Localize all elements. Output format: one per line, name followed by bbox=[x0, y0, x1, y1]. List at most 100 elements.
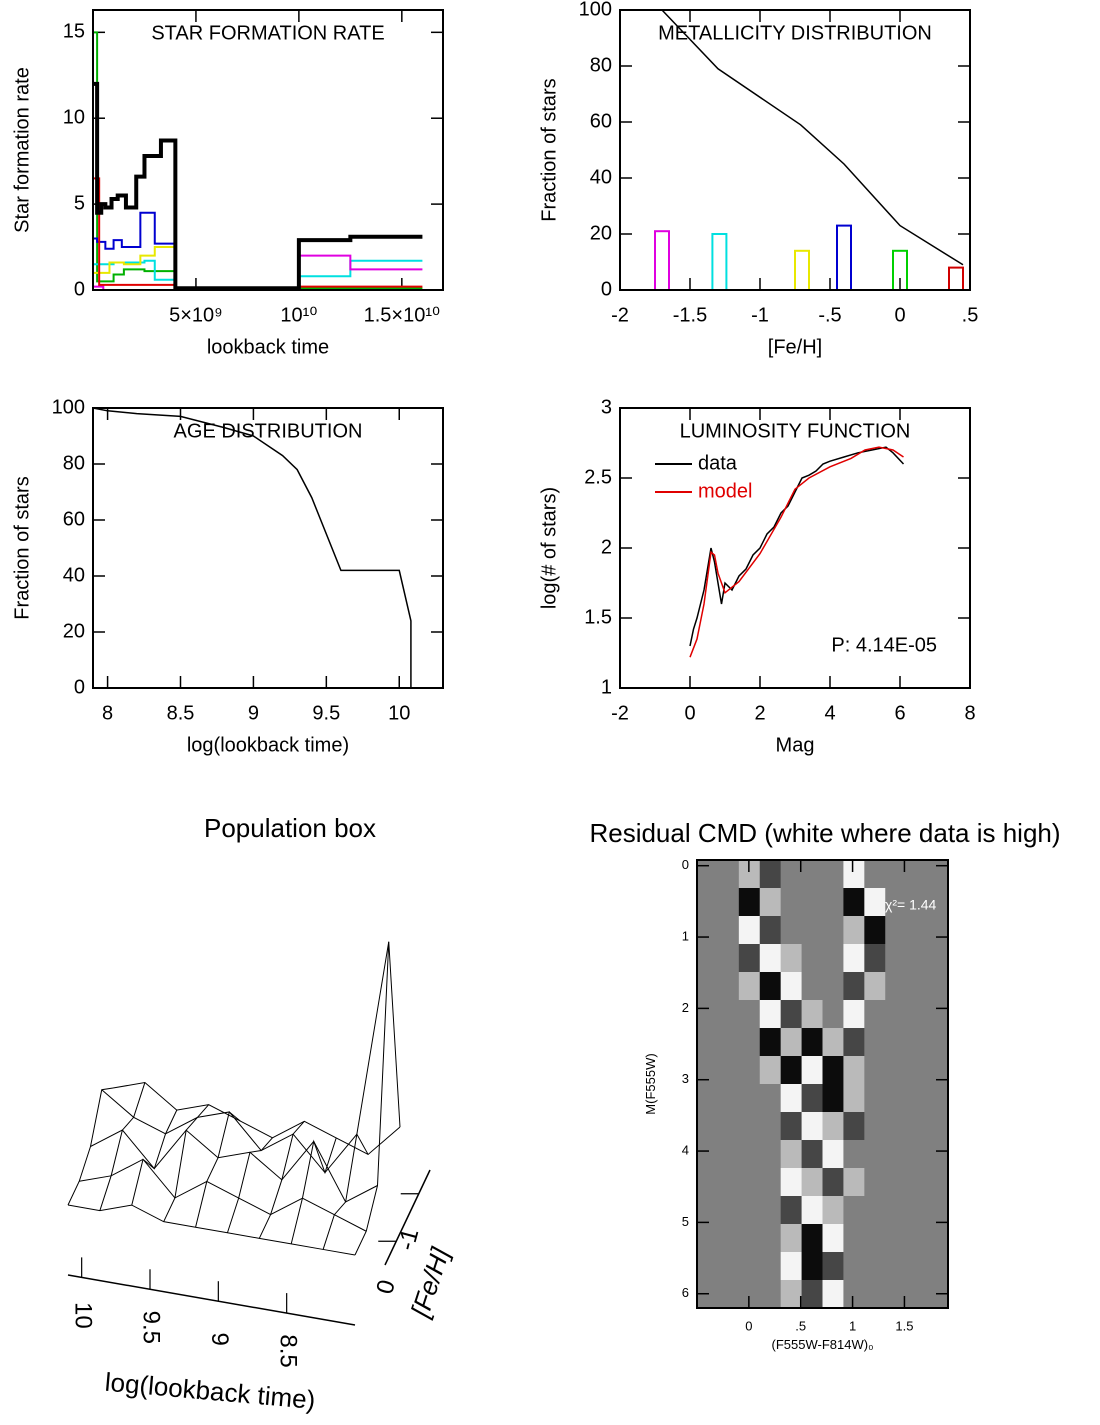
y-axis-label: Fraction of stars bbox=[538, 78, 560, 221]
heatmap-cell bbox=[864, 1084, 886, 1113]
heatmap-cell bbox=[697, 1168, 719, 1197]
heatmap-cell bbox=[843, 944, 865, 973]
y-tick-label: 3 bbox=[601, 396, 612, 418]
heatmap-cell bbox=[843, 972, 865, 1001]
heatmap-cell bbox=[759, 972, 782, 1001]
heatmap-cell bbox=[801, 1168, 823, 1197]
heatmap-cell bbox=[717, 944, 740, 973]
y-tick-label: 1 bbox=[601, 676, 612, 698]
heatmap-cell bbox=[801, 1140, 823, 1169]
heatmap-cell bbox=[801, 1224, 823, 1253]
surface-column bbox=[67, 1087, 114, 1206]
heatmap-cell bbox=[738, 1196, 761, 1225]
heatmap-cell bbox=[801, 1028, 823, 1057]
heatmap-cell bbox=[927, 1168, 949, 1197]
heatmap-cell bbox=[843, 1112, 865, 1141]
bar bbox=[948, 266, 964, 292]
heatmap-cell bbox=[738, 1112, 761, 1141]
heatmap-cell bbox=[697, 1000, 719, 1029]
heatmap-cell bbox=[759, 1140, 782, 1169]
chart-title: METALLICITY DISTRIBUTION bbox=[658, 22, 932, 44]
heatmap-cell bbox=[801, 1280, 823, 1309]
heatmap-cell bbox=[717, 860, 740, 889]
heatmap-cell bbox=[717, 1056, 740, 1085]
heatmap-cell bbox=[697, 1084, 719, 1113]
heatmap-cell bbox=[801, 1112, 823, 1141]
x-axis-label: log(lookback time) bbox=[187, 734, 349, 756]
chart-title: Population box bbox=[204, 813, 376, 843]
heatmap-cell bbox=[906, 1280, 928, 1309]
heatmap-cell bbox=[864, 1112, 886, 1141]
heatmap-cell bbox=[780, 1168, 803, 1197]
annotation: χ²= 1.44 bbox=[885, 897, 937, 913]
heatmap-cell bbox=[780, 860, 803, 889]
heatmap-cell bbox=[864, 888, 886, 917]
heatmap-cell bbox=[780, 888, 803, 917]
y-tick-label: 60 bbox=[590, 110, 612, 132]
heatmap-cell bbox=[697, 916, 719, 945]
chart-title: STAR FORMATION RATE bbox=[151, 22, 384, 44]
heatmap-cell bbox=[801, 1084, 823, 1113]
heatmap-cell bbox=[717, 1000, 740, 1029]
x-tick-label: 9.5 bbox=[138, 1311, 165, 1344]
heatmap-cell bbox=[759, 1196, 782, 1225]
heatmap-cell bbox=[717, 1112, 740, 1141]
heatmap-cell bbox=[717, 972, 740, 1001]
x-tick-label: .5 bbox=[795, 1318, 806, 1333]
heatmap-cell bbox=[864, 1168, 886, 1197]
heatmap-cell bbox=[822, 1084, 844, 1113]
heatmap-cell bbox=[697, 972, 719, 1001]
x-tick-label: 0 bbox=[745, 1318, 752, 1333]
series-line bbox=[93, 211, 177, 290]
heatmap-cell bbox=[738, 1084, 761, 1113]
surface-column bbox=[99, 1082, 146, 1211]
bar bbox=[836, 224, 852, 292]
heatmap-cell bbox=[697, 944, 719, 973]
series-line bbox=[92, 407, 412, 688]
heatmap-cell bbox=[822, 1196, 844, 1225]
heatmap-cell bbox=[822, 860, 844, 889]
plot-frame bbox=[619, 407, 971, 689]
x-tick-label: -1.5 bbox=[673, 304, 707, 326]
heatmap-cell bbox=[885, 860, 907, 889]
heatmap-cell bbox=[759, 1000, 782, 1029]
heatmap-cell bbox=[885, 944, 907, 973]
heatmap-cell bbox=[906, 944, 928, 973]
heatmap-cell bbox=[801, 860, 823, 889]
heatmap-cell bbox=[717, 888, 740, 917]
annotation: P: 4.14E-05 bbox=[831, 634, 937, 656]
surface-row bbox=[101, 941, 390, 1174]
chart-title: AGE DISTRIBUTION bbox=[174, 420, 363, 442]
heatmap-cell bbox=[822, 972, 844, 1001]
heatmap-cell bbox=[885, 888, 907, 917]
heatmap-cell bbox=[738, 860, 761, 889]
heatmap-cell bbox=[697, 1224, 719, 1253]
surface-column bbox=[290, 1137, 337, 1245]
x-tick-label: 8.5 bbox=[274, 1334, 301, 1367]
legend-label: data bbox=[698, 452, 738, 474]
surface-row bbox=[112, 1082, 401, 1156]
heatmap-cell bbox=[717, 1028, 740, 1057]
heatmap-cell bbox=[885, 972, 907, 1001]
y-tick-label: 0 bbox=[74, 676, 85, 698]
heatmap-cell bbox=[843, 1280, 865, 1309]
y-tick-label: 0 bbox=[371, 1277, 401, 1297]
x-axis-label: log(lookback time) bbox=[104, 1367, 317, 1415]
heatmap-cell bbox=[906, 1196, 928, 1225]
heatmap-cell bbox=[927, 1112, 949, 1141]
heatmap-cell bbox=[780, 1196, 803, 1225]
heatmap-cell bbox=[906, 916, 928, 945]
heatmap-cell bbox=[885, 1028, 907, 1057]
heatmap-cell bbox=[738, 1280, 761, 1309]
plot-frame bbox=[619, 9, 971, 291]
heatmap-cell bbox=[906, 1112, 928, 1141]
heatmap-cell bbox=[759, 944, 782, 973]
heatmap-cell bbox=[822, 1280, 844, 1309]
surface-column bbox=[354, 941, 401, 1256]
heatmap-cell bbox=[759, 1112, 782, 1141]
y-tick-label: 40 bbox=[590, 166, 612, 188]
x-tick-label: 0 bbox=[684, 702, 695, 724]
heatmap-cell bbox=[780, 1000, 803, 1029]
heatmap-cell bbox=[864, 972, 886, 1001]
heatmap-cell bbox=[906, 1168, 928, 1197]
